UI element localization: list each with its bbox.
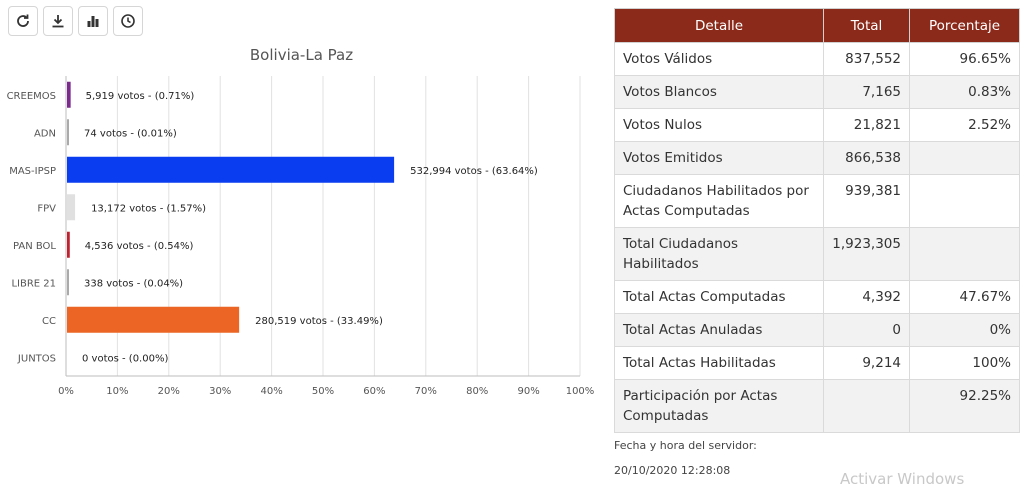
row-total: 4,392: [823, 280, 910, 314]
clock-icon: [121, 14, 135, 28]
summary-table: Detalle Total Porcentaje Votos Válidos 8…: [614, 8, 1020, 433]
row-label: Ciudadanos Habilitados por Actas Computa…: [614, 174, 824, 228]
row-percent: [909, 141, 1020, 175]
x-tick-label: 30%: [209, 386, 231, 397]
category-label: FPV: [37, 203, 56, 214]
row-label: Votos Blancos: [614, 75, 824, 109]
header-total: Total: [823, 8, 910, 43]
bar: [67, 306, 240, 333]
row-label: Votos Nulos: [614, 108, 824, 142]
row-percent: 0.83%: [909, 75, 1020, 109]
row-total: 9,214: [823, 346, 910, 380]
x-tick-label: 10%: [106, 386, 128, 397]
category-label: JUNTOS: [17, 353, 56, 364]
row-percent: 92.25%: [909, 379, 1020, 433]
row-percent: 47.67%: [909, 280, 1020, 314]
bar-data-label: 74 votos - (0.01%): [84, 128, 177, 139]
x-tick-label: 100%: [566, 386, 595, 397]
table-row: Participación por Actas Computadas 92.25…: [614, 379, 1020, 433]
bar-chart-icon: [87, 16, 99, 27]
bar-data-label: 532,994 votos - (63.64%): [410, 166, 538, 177]
bar: [67, 119, 69, 146]
table-row: Votos Válidos 837,552 96.65%: [614, 42, 1020, 76]
x-tick-label: 80%: [466, 386, 488, 397]
bar: [67, 156, 395, 183]
table-row: Total Actas Computadas 4,392 47.67%: [614, 280, 1020, 314]
category-label: LIBRE 21: [11, 278, 56, 289]
bar: [67, 231, 70, 258]
header-porcentaje: Porcentaje: [909, 8, 1020, 43]
x-tick-label: 60%: [363, 386, 385, 397]
bar-data-label: 280,519 votos - (33.49%): [255, 316, 383, 327]
header-detalle: Detalle: [614, 8, 824, 43]
row-total: 0: [823, 313, 910, 347]
row-total: 939,381: [823, 174, 910, 228]
download-button[interactable]: [43, 6, 73, 36]
table-header-row: Detalle Total Porcentaje: [614, 8, 1020, 43]
row-label: Votos Emitidos: [614, 141, 824, 175]
category-label: MAS-IPSP: [9, 166, 56, 177]
download-icon: [52, 15, 64, 28]
bar: [67, 81, 71, 108]
table-row: Total Ciudadanos Habilitados 1,923,305: [614, 227, 1020, 281]
bar-data-label: 5,919 votos - (0.71%): [86, 91, 195, 102]
bar: [67, 194, 76, 221]
x-tick-label: 70%: [415, 386, 437, 397]
bar-data-label: 0 votos - (0.00%): [82, 353, 168, 364]
row-label: Votos Válidos: [614, 42, 824, 76]
row-total: 1,923,305: [823, 227, 910, 281]
category-label: CREEMOS: [7, 91, 56, 102]
row-total: 866,538: [823, 141, 910, 175]
table-row: Votos Blancos 7,165 0.83%: [614, 75, 1020, 109]
table-row: Votos Emitidos 866,538: [614, 141, 1020, 175]
table-row: Total Actas Habilitadas 9,214 100%: [614, 346, 1020, 380]
row-total: 7,165: [823, 75, 910, 109]
row-percent: 0%: [909, 313, 1020, 347]
history-button[interactable]: [113, 6, 143, 36]
chart-toolbar: [8, 6, 143, 36]
x-tick-label: 50%: [312, 386, 334, 397]
server-time-value: 20/10/2020 12:28:08: [614, 464, 731, 477]
category-label: ADN: [34, 128, 56, 139]
bar-data-label: 338 votos - (0.04%): [84, 278, 183, 289]
bar: [67, 269, 69, 296]
row-total: 837,552: [823, 42, 910, 76]
category-label: PAN BOL: [13, 241, 56, 252]
table-row: Ciudadanos Habilitados por Actas Computa…: [614, 174, 1020, 228]
row-total: 21,821: [823, 108, 910, 142]
row-label: Total Actas Habilitadas: [614, 346, 824, 380]
row-total: [823, 379, 910, 433]
row-percent: 2.52%: [909, 108, 1020, 142]
windows-watermark: Activar Windows: [840, 470, 965, 488]
bar-chart-button[interactable]: [78, 6, 108, 36]
row-label: Total Actas Computadas: [614, 280, 824, 314]
x-tick-label: 40%: [260, 386, 282, 397]
table-row: Total Actas Anuladas 0 0%: [614, 313, 1020, 347]
refresh-icon: [17, 14, 29, 27]
x-tick-label: 0%: [58, 386, 74, 397]
row-percent: 100%: [909, 346, 1020, 380]
refresh-button[interactable]: [8, 6, 38, 36]
bar-chart: 0% 10% 20% 30% 40% 50% 60% 70% 80% 90% 100% CREEMOS…: [7, 76, 595, 397]
bar-data-label: 4,536 votos - (0.54%): [85, 241, 194, 252]
row-label: Participación por Actas Computadas: [614, 379, 824, 433]
table-row: Votos Nulos 21,821 2.52%: [614, 108, 1020, 142]
chart-title: Bolivia-La Paz: [249, 46, 354, 64]
row-percent: [909, 227, 1020, 281]
row-percent: 96.65%: [909, 42, 1020, 76]
row-label: Total Ciudadanos Habilitados: [614, 227, 824, 281]
row-label: Total Actas Anuladas: [614, 313, 824, 347]
x-tick-label: 90%: [517, 386, 539, 397]
category-label: CC: [42, 316, 56, 327]
row-percent: [909, 174, 1020, 228]
x-tick-label: 20%: [158, 386, 180, 397]
server-time-label: Fecha y hora del servidor:: [614, 439, 757, 452]
bar-data-label: 13,172 votos - (1.57%): [91, 203, 206, 214]
